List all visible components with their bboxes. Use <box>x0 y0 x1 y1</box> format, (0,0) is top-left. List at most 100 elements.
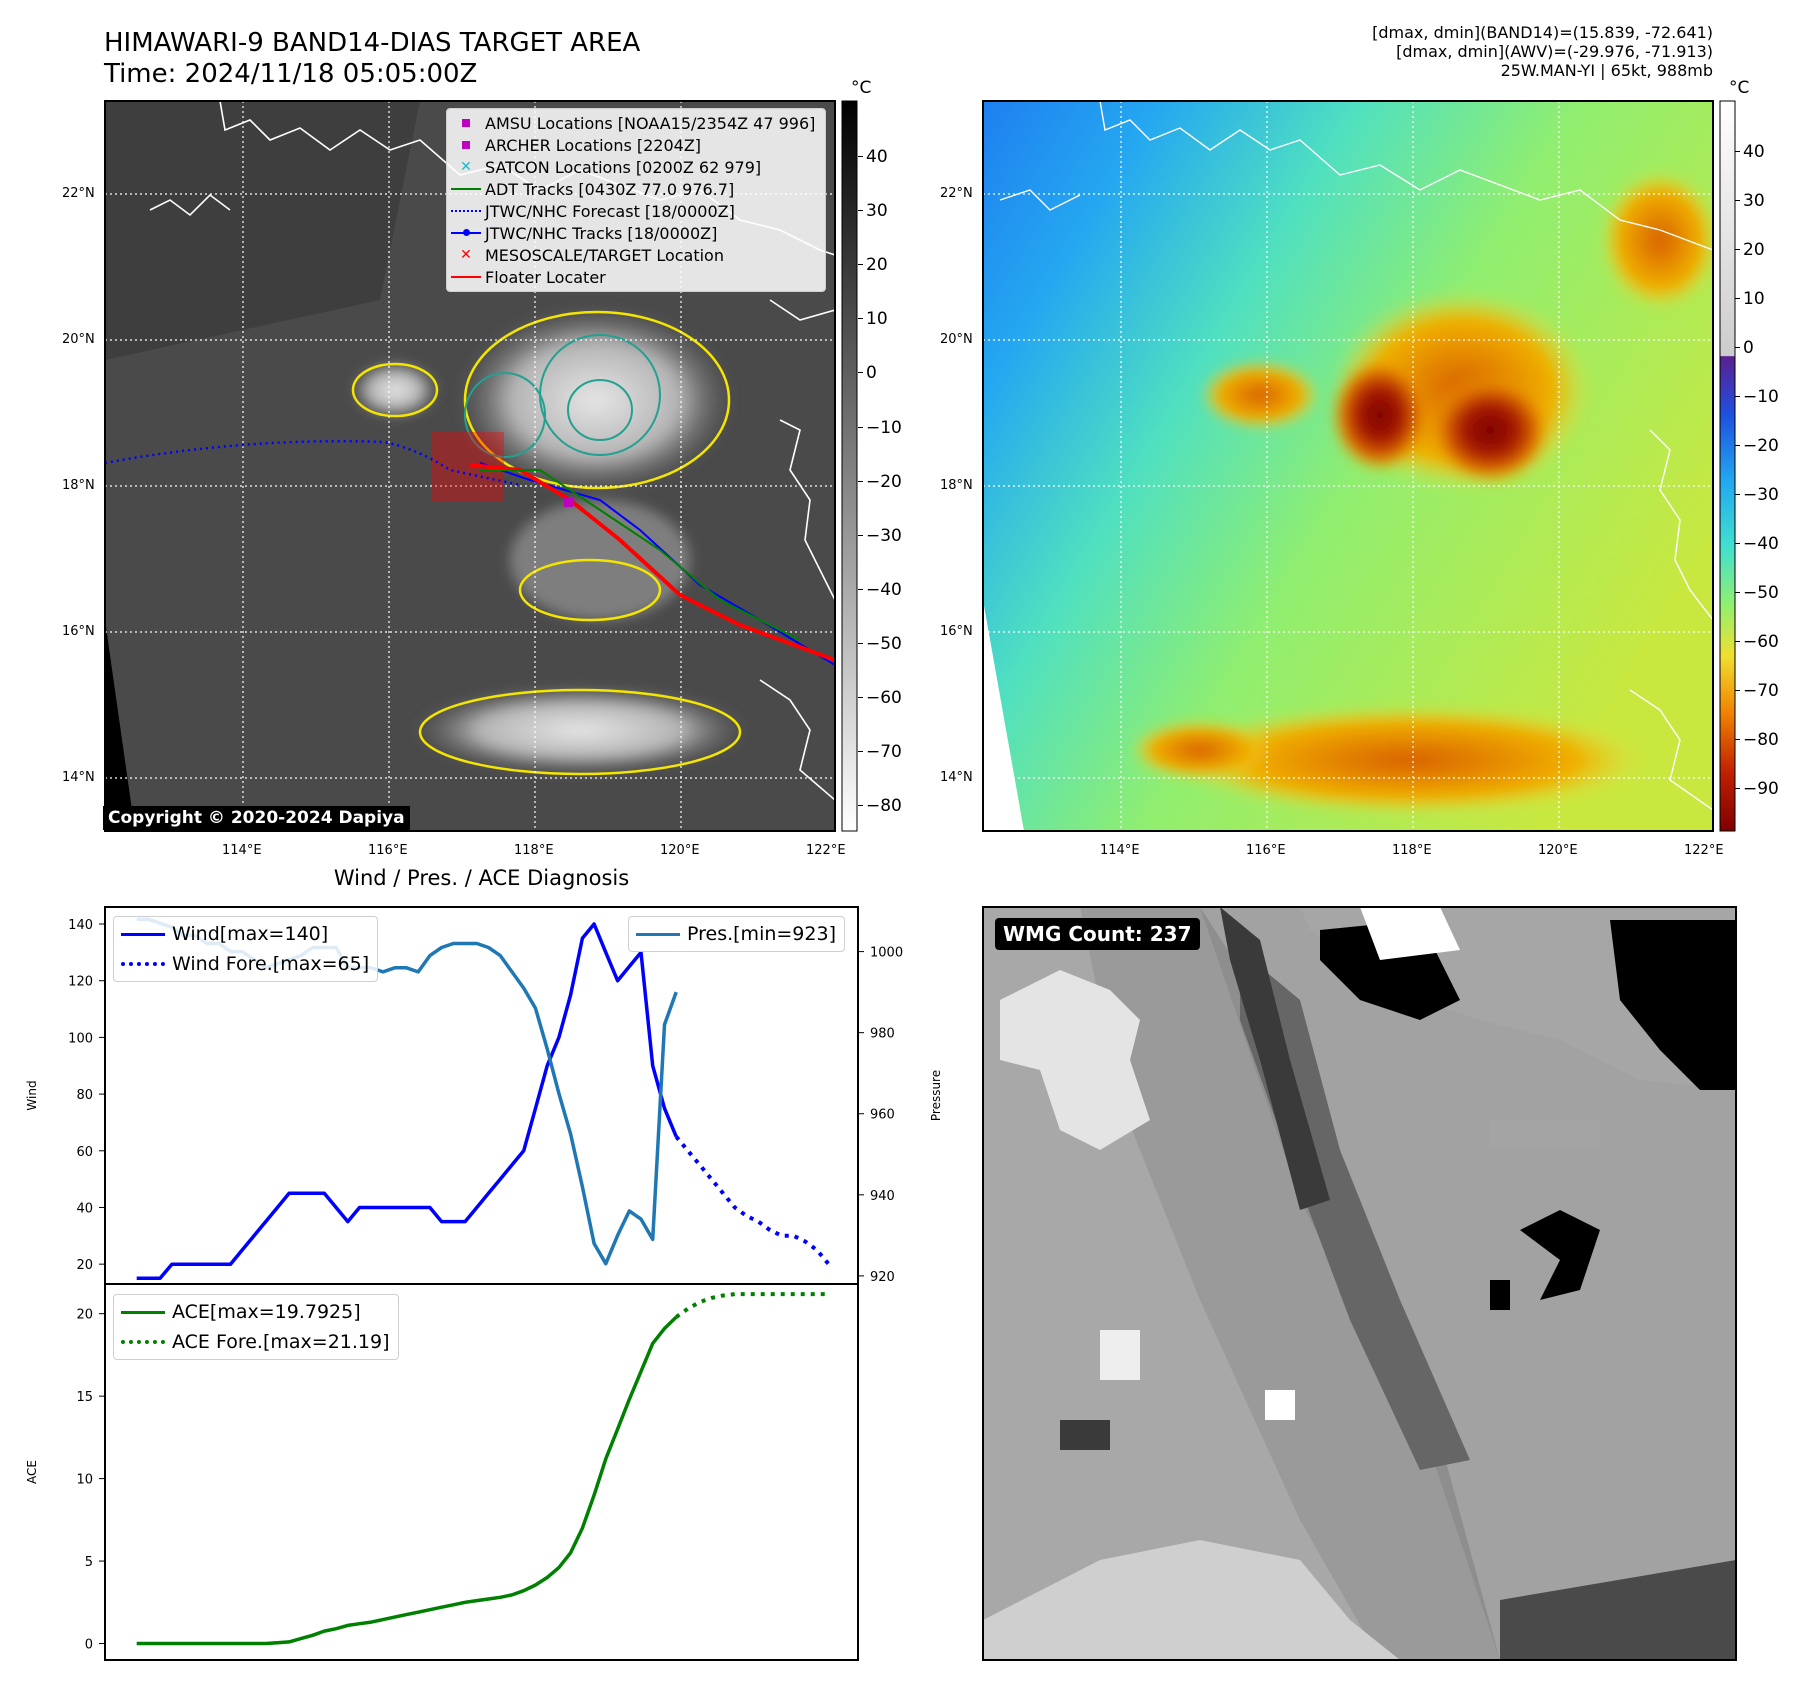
chart-legend-entry: ACE[max=19.7925] <box>114 1297 390 1327</box>
wv-colorbar-tick: 0 <box>1743 338 1754 358</box>
map-legend-label: ADT Tracks [0430Z 77.0 976.7] <box>485 179 735 199</box>
map-legend-entry: ✕ MESOSCALE/TARGET Location <box>447 244 825 266</box>
y-tick-label: 20 <box>76 1308 93 1323</box>
ir-colorbar-tick: −50 <box>866 633 902 654</box>
ir-lat-16: 16°N <box>62 624 95 639</box>
map-legend-entry: ARCHER Locations [2204Z] <box>447 134 825 156</box>
y2-tick-label: 940 <box>870 1189 895 1204</box>
chart-legend-entry: ACE Fore.[max=21.19] <box>114 1327 390 1357</box>
ir-colorbar-unit: °C <box>851 78 872 98</box>
wmg-count-badge: WMG Count: 237 <box>995 918 1200 950</box>
ir-lon-120: 120°E <box>660 843 700 858</box>
chart-legend-label: Wind[max=140] <box>172 923 329 945</box>
chart-legend-label: Wind Fore.[max=65] <box>172 953 370 975</box>
ir-lat-22: 22°N <box>62 186 95 201</box>
map-legend-entry: JTWC/NHC Forecast [18/0000Z] <box>447 200 825 222</box>
ir-colorbar-tick-mark <box>858 156 863 157</box>
wind-legend: Wind[max=140] Wind Fore.[max=65] <box>113 916 379 982</box>
y-axis-label: ACE <box>25 1460 39 1484</box>
ir-colorbar-tick: −30 <box>866 525 902 546</box>
map-legend-entry: JTWC/NHC Tracks [18/0000Z] <box>447 222 825 244</box>
y-tick-label: 100 <box>68 1031 93 1046</box>
ir-colorbar-tick-mark <box>858 318 863 320</box>
ir-lon-114: 114°E <box>222 843 262 858</box>
wv-colorbar-tick-mark <box>1735 494 1740 495</box>
wv-lon-116: 116°E <box>1246 843 1286 858</box>
ir-colorbar-tick-mark <box>858 534 863 536</box>
y-tick-label: 120 <box>68 975 93 990</box>
wv-colorbar-tick-mark <box>1735 788 1740 789</box>
ir-colorbar-tick: −70 <box>866 742 902 763</box>
wv-lon-120: 120°E <box>1538 843 1578 858</box>
ir-colorbar-tick-mark <box>858 751 863 753</box>
copyright-badge: Copyright © 2020-2024 Dapiya <box>103 806 410 830</box>
series-line <box>675 1292 829 1319</box>
wv-colorbar-tick-mark <box>1735 347 1740 348</box>
pressure-legend: Pres.[min=923] <box>628 916 845 952</box>
map-legend-symbol <box>447 229 485 236</box>
wv-lat-18: 18°N <box>940 478 973 493</box>
wv-colorbar-tick-mark <box>1735 739 1740 740</box>
map-legend-entry: AMSU Locations [NOAA15/2354Z 47 996] <box>447 112 825 134</box>
ir-colorbar-tick-mark <box>858 642 863 644</box>
ir-colorbar-tick-mark <box>858 264 863 266</box>
wmg-image <box>983 907 1736 1660</box>
map-legend-label: ARCHER Locations [2204Z] <box>485 135 702 155</box>
ir-colorbar-tick: 10 <box>866 309 888 330</box>
storm-info: [dmax, dmin](BAND14)=(15.839, -72.641) [… <box>1372 23 1713 80</box>
chart-legend-entry: Pres.[min=923] <box>629 919 836 949</box>
chart-legend-entry: Wind Fore.[max=65] <box>114 949 369 979</box>
wv-lon-118: 118°E <box>1392 843 1432 858</box>
map-legend-symbol <box>447 119 485 127</box>
map-legend-entry: Floater Locater <box>447 266 825 288</box>
y-tick-label: 5 <box>85 1555 93 1570</box>
wv-colorbar-tick-mark <box>1735 641 1740 642</box>
ir-lat-20: 20°N <box>62 332 95 347</box>
ace-legend: ACE[max=19.7925] ACE Fore.[max=21.19] <box>113 1294 399 1360</box>
y2-tick-label: 980 <box>870 1027 895 1042</box>
map-legend-label: JTWC/NHC Forecast [18/0000Z] <box>485 201 735 221</box>
wv-lon-122: 122°E <box>1684 843 1724 858</box>
wv-colorbar-tick-mark <box>1735 200 1740 201</box>
wv-lat-20: 20°N <box>940 332 973 347</box>
wv-colorbar-tick: −70 <box>1743 681 1779 701</box>
ir-colorbar-tick: 0 <box>866 363 877 384</box>
y2-tick-label: 920 <box>870 1270 895 1285</box>
ir-lat-14: 14°N <box>62 770 95 785</box>
wv-colorbar-tick: −40 <box>1743 534 1779 554</box>
wv-colorbar-tick-mark <box>1735 445 1740 446</box>
chart-legend-symbol <box>114 932 172 936</box>
wv-colorbar-tick: −90 <box>1743 779 1779 799</box>
map-legend-symbol: ✕ <box>460 247 472 263</box>
wv-colorbar-tick: 10 <box>1743 289 1765 309</box>
map-legend-label: SATCON Locations [0200Z 62 979] <box>485 157 762 177</box>
wv-colorbar-tick: −30 <box>1743 485 1779 505</box>
ir-colorbar-tick: 40 <box>866 147 888 167</box>
ir-colorbar-tick: 20 <box>866 255 888 276</box>
series-line <box>136 1315 678 1646</box>
map-legend-label: AMSU Locations [NOAA15/2354Z 47 996] <box>485 113 816 133</box>
ir-lon-122: 122°E <box>806 843 846 858</box>
series-line <box>136 922 678 1281</box>
ir-colorbar-tick-mark <box>858 426 863 428</box>
y2-tick-label: 1000 <box>870 946 903 961</box>
wv-image <box>983 101 1713 831</box>
wv-colorbar-tick-mark <box>1735 592 1740 593</box>
wv-colorbar-tick-mark <box>1735 151 1740 152</box>
ir-colorbar-tick-mark <box>858 372 863 374</box>
wv-colorbar-tick-mark <box>1735 543 1740 544</box>
ir-colorbar-tick: −20 <box>866 471 902 492</box>
wv-colorbar-tick: −50 <box>1743 583 1779 603</box>
wv-colorbar-tick-mark <box>1735 249 1740 250</box>
ir-colorbar-tick: −10 <box>866 417 902 438</box>
y-tick-label: 40 <box>76 1201 93 1216</box>
ir-colorbar-tick-mark <box>858 805 863 807</box>
map-legend-label: Floater Locater <box>485 267 606 287</box>
info-line3: 25W.MAN-YI | 65kt, 988mb <box>1500 61 1713 80</box>
ir-colorbar-tick-mark <box>858 210 863 212</box>
chart-legend-symbol <box>114 1310 172 1314</box>
wv-lon-114: 114°E <box>1100 843 1140 858</box>
ir-lon-116: 116°E <box>368 843 408 858</box>
